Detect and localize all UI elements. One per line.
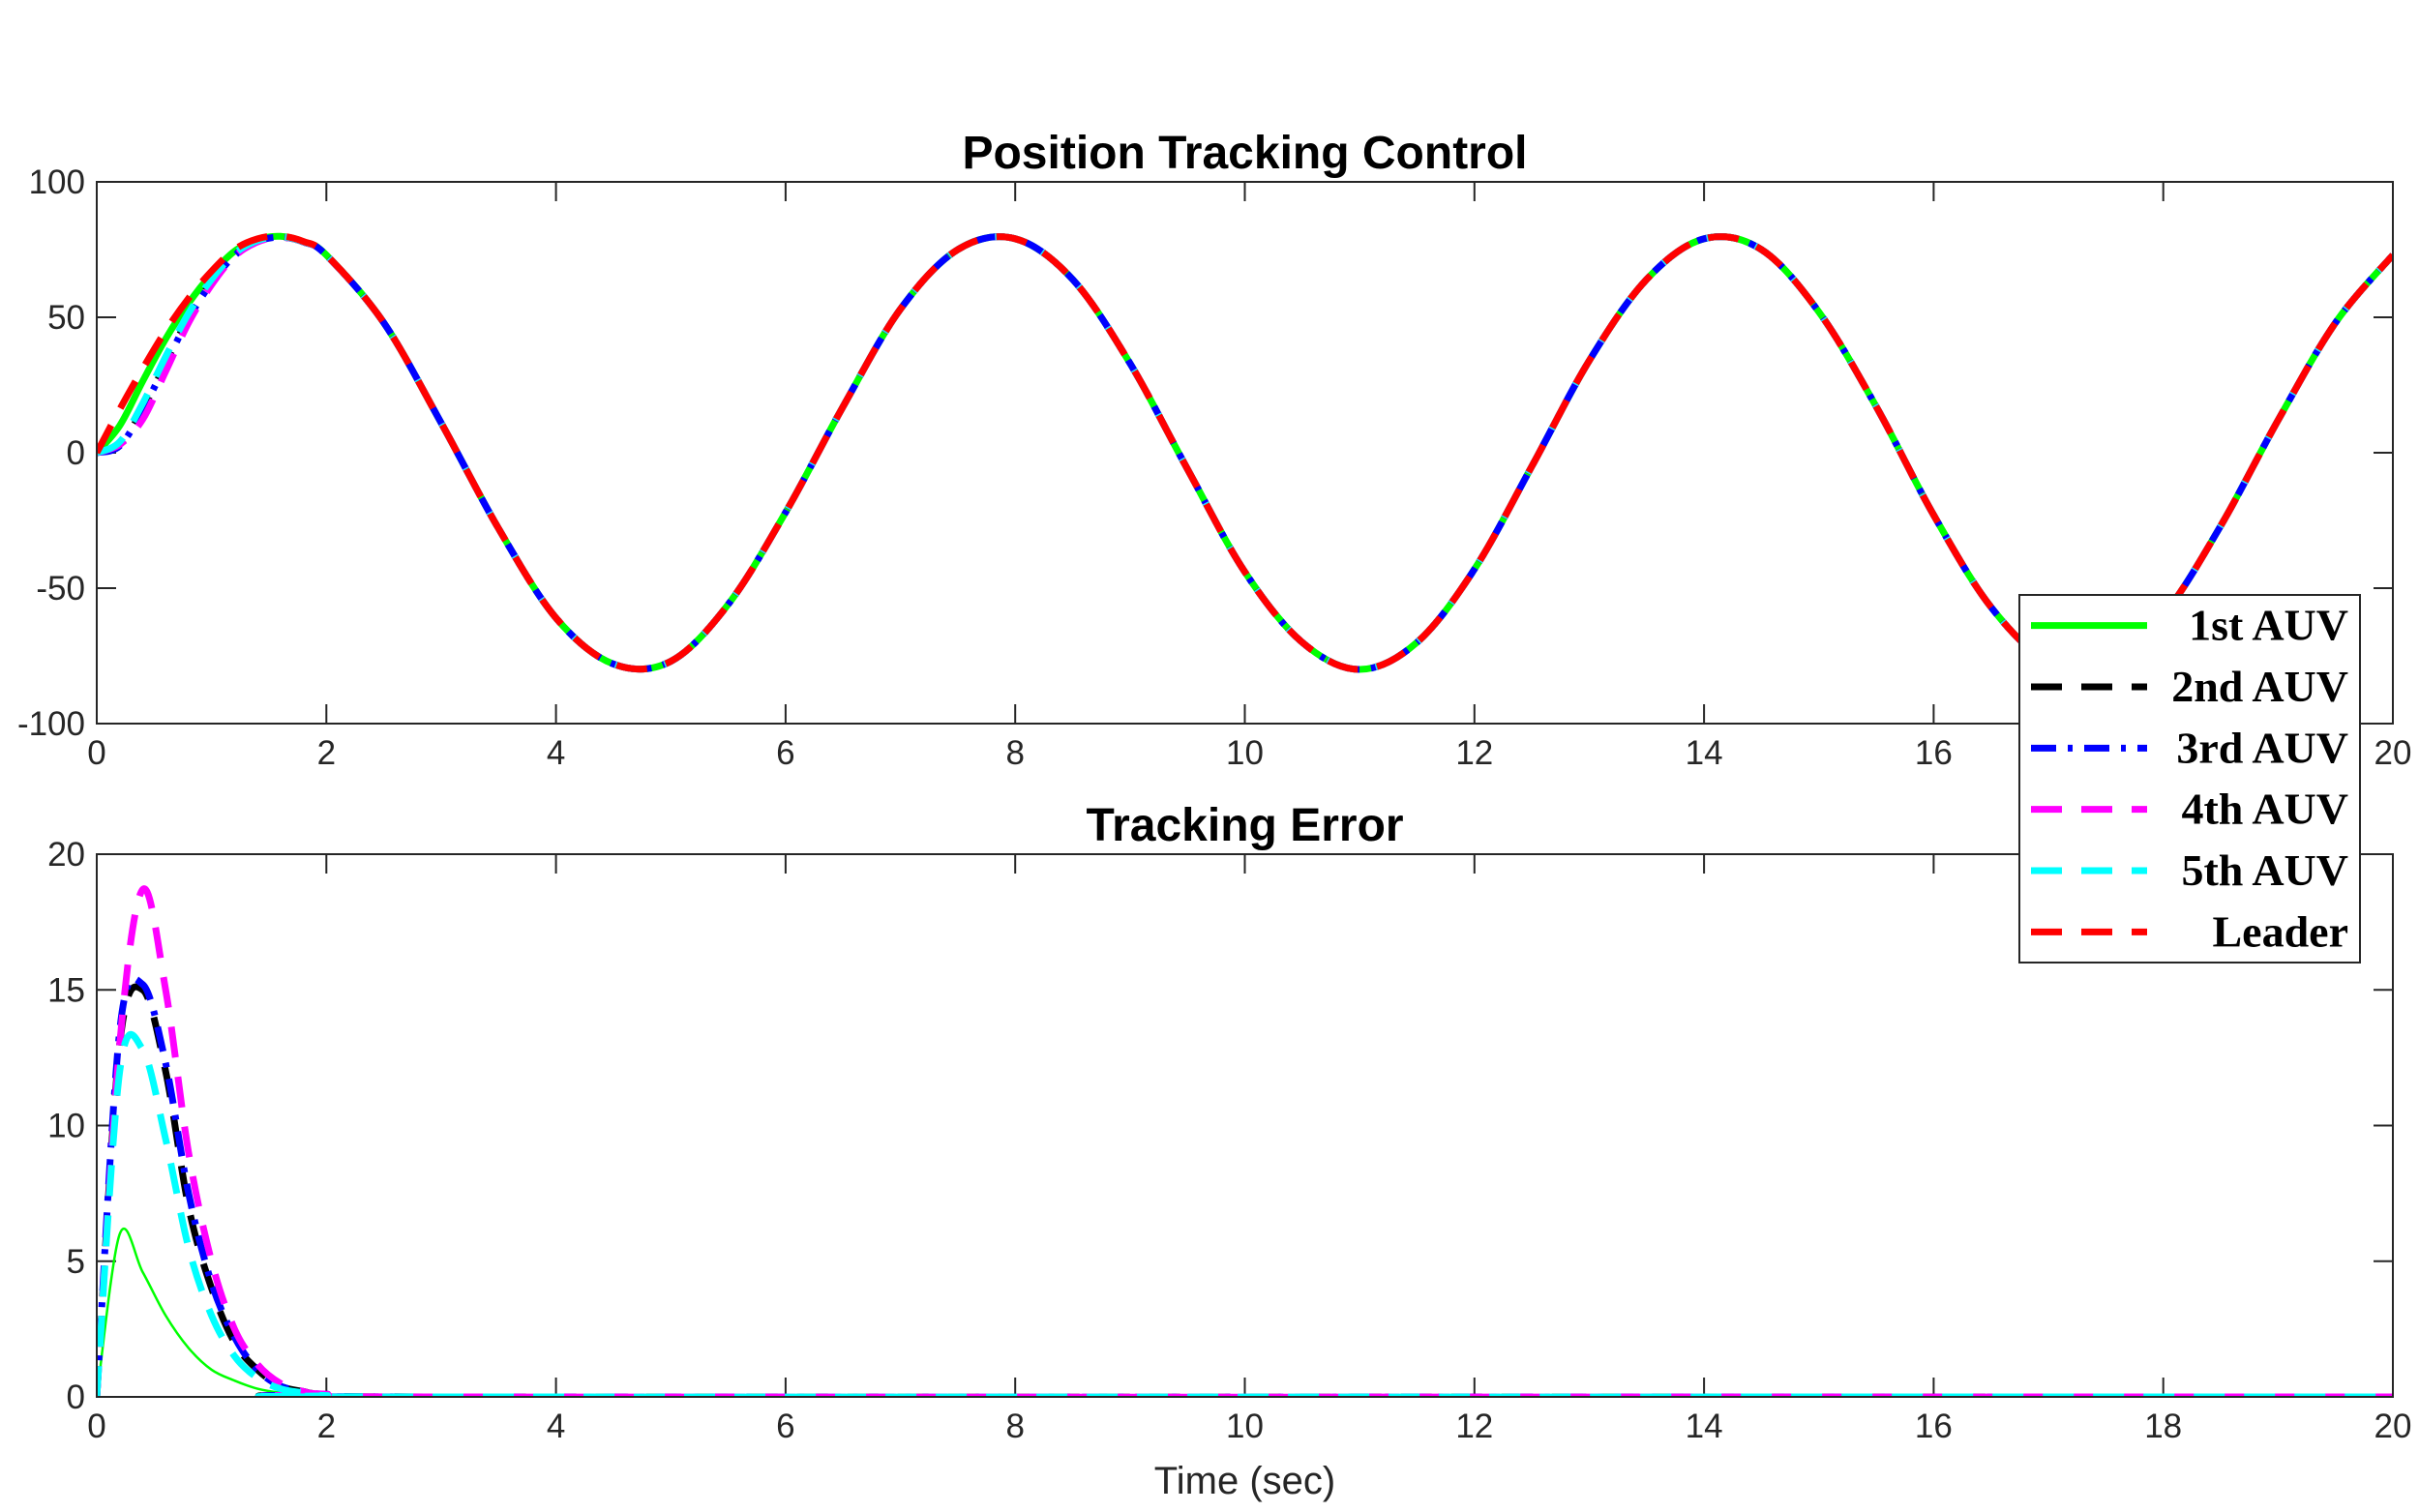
x-tick-label: 12 [1455, 1408, 1493, 1445]
data-line [97, 1030, 2393, 1397]
y-tick-label: 0 [67, 1379, 85, 1416]
y-tick-label: 15 [47, 971, 85, 1009]
chart-title: Position Tracking Control [962, 128, 1527, 179]
x-tick-label: 12 [1455, 734, 1493, 772]
y-tick-label: 100 [29, 163, 85, 201]
chart-title: Tracking Error [1086, 800, 1403, 851]
x-tick-label: 20 [2374, 1408, 2412, 1445]
y-tick-label: 5 [67, 1243, 85, 1281]
legend-label: 4th AUV [2181, 785, 2348, 834]
x-tick-label: 2 [317, 1408, 336, 1445]
x-tick-label: 4 [547, 1408, 565, 1445]
y-tick-label: 0 [67, 434, 85, 472]
legend-label: 2nd AUV [2171, 662, 2348, 711]
x-tick-label: 14 [1686, 1408, 1723, 1445]
legend-label: 1st AUV [2189, 601, 2348, 650]
x-tick-label: 8 [1005, 1408, 1024, 1445]
y-tick-label: 10 [47, 1108, 85, 1145]
axes-box [96, 853, 2394, 1398]
data-line [97, 983, 2393, 1397]
x-axis-label: Time (sec) [1154, 1460, 1335, 1502]
x-tick-label: 18 [2144, 1408, 2182, 1445]
y-tick-label: -50 [36, 570, 85, 608]
x-tick-label: 6 [776, 734, 794, 772]
data-line [97, 232, 2393, 673]
x-tick-label: 10 [1226, 734, 1264, 772]
x-tick-label: 6 [776, 1408, 794, 1445]
x-tick-label: 14 [1686, 734, 1723, 772]
axes-box [96, 181, 2394, 725]
legend-label: 5th AUV [2181, 845, 2348, 895]
x-tick-label: 0 [87, 734, 105, 772]
legend-label: Leader [2212, 906, 2348, 956]
x-tick-label: 10 [1226, 1408, 1264, 1445]
legend-label: 3rd AUV [2176, 723, 2348, 772]
legend-box [2018, 594, 2361, 964]
x-tick-label: 4 [547, 734, 565, 772]
x-tick-label: 20 [2374, 734, 2412, 772]
data-line [97, 885, 2393, 1397]
x-tick-label: 8 [1005, 734, 1024, 772]
x-tick-label: 2 [317, 734, 336, 772]
y-tick-label: 20 [47, 836, 85, 874]
x-tick-label: 0 [87, 1408, 105, 1445]
x-tick-label: 16 [1915, 734, 1953, 772]
plot-area [97, 854, 2393, 1397]
y-tick-label: -100 [17, 705, 85, 743]
x-tick-label: 16 [1915, 1408, 1953, 1445]
y-tick-label: 50 [47, 299, 85, 337]
